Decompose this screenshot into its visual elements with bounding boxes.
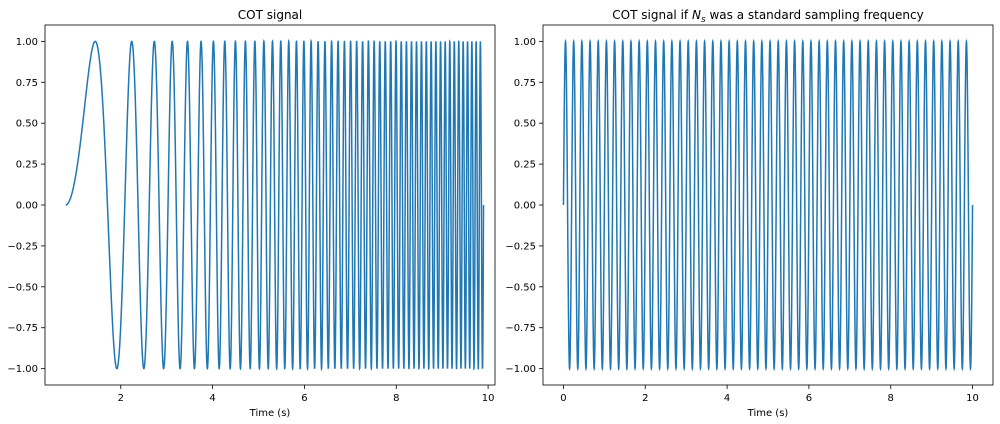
chart-right-title-after: was a standard sampling frequency [706,8,924,22]
chart-right-title-symbol: N [692,8,701,22]
chart-left-series-line [65,38,485,372]
chart-right-ytick-label: 1.00 [514,37,536,48]
chart-right-xtick-label: 8 [888,393,894,404]
chart-right-xtick-label: 6 [806,393,812,404]
chart-right-ytick-label: 0.50 [514,119,536,130]
chart-left-ytick-label: 0.75 [16,78,38,89]
chart-right-series-line [562,38,974,372]
chart-left-ytick-label: 1.00 [16,37,38,48]
chart-left-xtick-label: 6 [301,393,307,404]
chart-left-xtick-label: 2 [118,393,124,404]
chart-right-ytick-label: 0.00 [514,201,536,212]
chart-left-ytick-label: −0.50 [7,282,38,293]
chart-right-ytick-label: 0.75 [514,78,536,89]
chart-right-title-subscript: s [701,15,706,25]
chart-right-xtick-label: 10 [966,393,979,404]
chart-right-ytick-label: −1.00 [505,364,536,375]
chart-left-xtick-label: 4 [209,393,215,404]
chart-left: COT signal 1.00 0.75 0.50 0.25 0.00 −0.25 −0.5… [7,8,496,419]
chart-left-xtick-label: 8 [393,393,399,404]
chart-right-xtick-label: 0 [560,393,566,404]
chart-right-xlabel: Time (s) [747,408,789,419]
chart-right-yticks: 1.00 0.75 0.50 0.25 0.00 −0.25 −0.50 −0.75 −1.00 [505,37,543,375]
chart-right-ytick-label: 0.25 [514,160,536,171]
chart-right-xtick-label: 2 [642,393,648,404]
chart-right-title: COT signal if Ns was a standard sampling… [612,8,923,25]
chart-right-xtick-label: 4 [724,393,730,404]
chart-left-ytick-label: 0.50 [16,119,38,130]
chart-left-ytick-label: −0.25 [7,241,38,252]
chart-left-yticks: 1.00 0.75 0.50 0.25 0.00 −0.25 −0.50 −0.75 −1.00 [7,37,45,375]
chart-right-title-before: COT signal if [612,8,692,22]
chart-left-xticks: 2 4 6 8 10 [118,385,495,404]
chart-left-ytick-label: 0.00 [16,201,38,212]
chart-left-xlabel: Time (s) [249,408,291,419]
chart-right-ytick-label: −0.75 [505,323,536,334]
chart-left-ytick-label: −1.00 [7,364,38,375]
chart-left-title: COT signal [238,8,302,22]
chart-left-ytick-label: 0.25 [16,160,38,171]
chart-right-xticks: 0 2 4 6 8 10 [560,385,979,404]
chart-right-ytick-label: −0.25 [505,241,536,252]
chart-left-ytick-label: −0.75 [7,323,38,334]
chart-left-xtick-label: 10 [482,393,495,404]
chart-right: COT signal if Ns was a standard sampling… [505,8,994,419]
chart-right-ytick-label: −0.50 [505,282,536,293]
